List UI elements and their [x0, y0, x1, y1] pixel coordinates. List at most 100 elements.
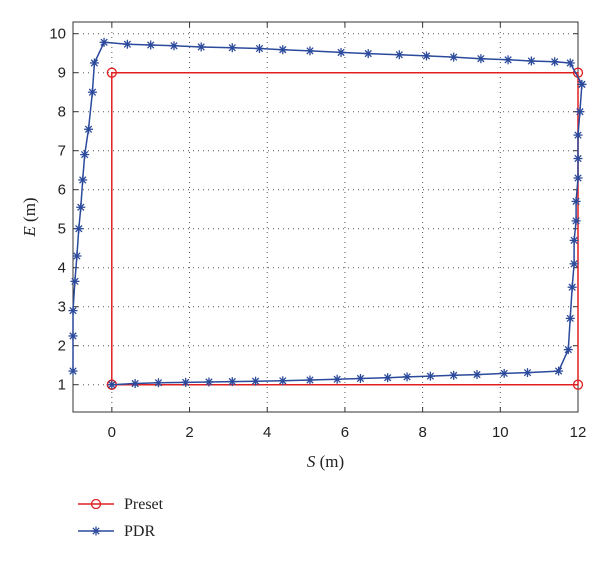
- data-point-pdr: [130, 379, 140, 389]
- y-tick-label: 8: [58, 104, 66, 121]
- data-point-pdr: [336, 47, 346, 57]
- data-point-pdr: [476, 54, 486, 64]
- star-stroke: [154, 379, 163, 387]
- star-stroke: [84, 125, 93, 133]
- star-stroke: [123, 40, 132, 48]
- data-point-pdr: [251, 376, 261, 386]
- data-point-preset: [106, 67, 117, 78]
- data-point-pdr: [74, 224, 84, 234]
- data-point-pdr: [68, 306, 78, 316]
- star-stroke: [77, 203, 85, 211]
- data-point-pdr: [278, 45, 288, 55]
- legend-entry-pdr: PDR: [78, 523, 155, 540]
- star-stroke: [92, 527, 100, 535]
- star-stroke: [90, 59, 99, 67]
- y-tick-label: 4: [58, 260, 66, 277]
- data-point-pdr: [80, 150, 90, 160]
- data-point-pdr: [573, 154, 583, 163]
- y-tick-label: 3: [58, 299, 66, 316]
- data-point-pdr: [355, 373, 365, 383]
- data-point-pdr: [577, 79, 587, 89]
- star-stroke: [564, 345, 572, 354]
- data-point-pdr: [571, 216, 581, 226]
- star-stroke: [75, 225, 83, 233]
- y-tick-label: 7: [58, 143, 66, 160]
- series-line-pdr: [72, 41, 583, 386]
- data-point-pdr: [550, 57, 560, 67]
- star-stroke: [279, 377, 287, 385]
- data-point-pdr: [68, 331, 78, 341]
- y-axis-unit: (m): [20, 197, 39, 226]
- y-tick-label: 1: [58, 377, 66, 394]
- star-stroke: [69, 332, 77, 340]
- data-point-pdr: [526, 56, 536, 66]
- star-stroke: [356, 374, 365, 383]
- star-stroke: [566, 314, 574, 323]
- star-stroke: [450, 53, 458, 61]
- star-stroke: [306, 376, 314, 384]
- data-point-pdr: [422, 51, 431, 61]
- star-stroke: [228, 44, 236, 52]
- star-stroke: [574, 174, 582, 182]
- data-point-pdr: [84, 124, 94, 134]
- star-stroke: [337, 48, 345, 57]
- data-point-pdr: [227, 43, 237, 53]
- star-stroke: [205, 378, 213, 386]
- star-stroke: [147, 41, 155, 49]
- grid: [73, 22, 579, 412]
- star-stroke: [88, 88, 97, 96]
- y-axis-variable: E: [20, 226, 39, 238]
- data-point-pdr: [394, 50, 404, 60]
- star-stroke: [279, 46, 287, 54]
- data-point-pdr: [169, 41, 179, 51]
- data-point-pdr: [503, 55, 513, 65]
- star-stroke: [71, 277, 79, 286]
- star-stroke: [527, 57, 536, 65]
- legend-marker: [90, 498, 102, 510]
- data-point-pdr: [196, 42, 206, 52]
- data-point-pdr: [563, 345, 573, 355]
- data-point-pdr: [78, 175, 88, 185]
- star-stroke: [131, 379, 139, 388]
- star-stroke: [79, 176, 87, 184]
- star-stroke: [450, 371, 458, 379]
- data-point-pdr: [227, 377, 237, 387]
- star-stroke: [170, 42, 178, 50]
- star-stroke: [477, 55, 485, 63]
- data-point-pdr: [402, 372, 412, 382]
- star-stroke: [578, 80, 586, 89]
- legend: Preset PDR: [78, 496, 164, 540]
- x-tick-label: 12: [570, 424, 587, 441]
- series: [68, 37, 587, 390]
- legend-entry-preset: Preset: [78, 496, 164, 513]
- data-point-pdr: [573, 173, 583, 183]
- data-point-pdr: [89, 58, 99, 68]
- data-point-pdr: [70, 276, 80, 286]
- data-point-pdr: [254, 44, 264, 54]
- star-stroke: [570, 236, 578, 245]
- data-point-pdr: [571, 196, 581, 206]
- data-point-pdr: [305, 375, 315, 385]
- star-stroke: [504, 56, 512, 64]
- y-tick-label: 6: [58, 182, 66, 199]
- star-stroke: [473, 370, 481, 379]
- star-stroke: [551, 58, 559, 66]
- star-stroke: [100, 38, 108, 46]
- legend-label: PDR: [124, 523, 155, 540]
- data-point-pdr: [383, 373, 393, 383]
- x-axis-unit: (m): [315, 452, 344, 471]
- star-stroke: [73, 252, 81, 260]
- star-stroke: [576, 108, 584, 116]
- data-point-pdr: [153, 378, 163, 388]
- star-stroke: [523, 368, 532, 377]
- series-pdr: [68, 37, 587, 390]
- data-point-pdr: [573, 130, 583, 140]
- star-stroke: [383, 374, 392, 382]
- x-axis-variable: S: [307, 452, 316, 471]
- data-point-pdr: [569, 259, 579, 269]
- star-stroke: [422, 52, 431, 60]
- star-stroke: [108, 381, 116, 389]
- data-point-pdr: [181, 377, 191, 387]
- star-stroke: [566, 59, 574, 67]
- star-stroke: [306, 47, 314, 55]
